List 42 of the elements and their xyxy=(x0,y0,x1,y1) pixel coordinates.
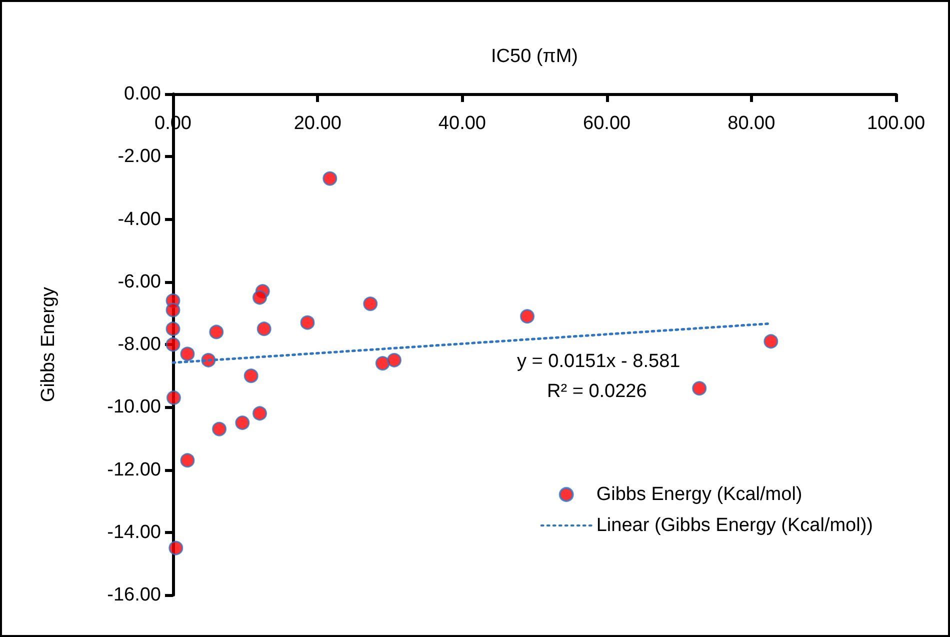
annotation: R² = 0.0226 xyxy=(547,381,647,402)
point xyxy=(168,540,184,556)
legend-label: Gibbs Energy (Kcal/mol) xyxy=(596,484,802,505)
legend-label: Linear (Gibbs Energy (Kcal/mol)) xyxy=(596,515,874,536)
point xyxy=(180,453,195,468)
y-tick-label: -8.00 xyxy=(118,334,161,355)
x-tick-label: 60.00 xyxy=(583,113,631,134)
y-tick-label: -14.00 xyxy=(107,522,161,543)
y-tick-label: -6.00 xyxy=(118,271,161,292)
y-axis-title: Gibbs Energy xyxy=(38,286,59,402)
x-tick-label: 20.00 xyxy=(294,113,342,134)
point xyxy=(244,368,258,384)
point xyxy=(166,390,181,405)
point xyxy=(256,322,272,336)
point xyxy=(692,381,707,396)
y-tick-label: 0.00 xyxy=(124,84,161,104)
x-tick-label: 100.00 xyxy=(866,113,926,134)
point xyxy=(387,352,402,368)
y-tick-label: -2.00 xyxy=(118,146,161,168)
x-tick-label: 80.00 xyxy=(728,113,776,134)
y-tick-label: -4.00 xyxy=(118,208,161,230)
x-tick-label: 40.00 xyxy=(438,113,486,134)
point xyxy=(764,334,778,349)
point xyxy=(375,356,390,371)
point xyxy=(180,346,195,362)
point xyxy=(363,296,378,312)
point xyxy=(166,322,180,336)
point xyxy=(212,422,227,436)
point xyxy=(520,309,535,324)
annotation: y = 0.0151x - 8.581 xyxy=(517,351,680,372)
point xyxy=(252,290,268,305)
point xyxy=(209,324,224,340)
point xyxy=(235,416,250,430)
point xyxy=(166,337,180,352)
point xyxy=(166,302,180,318)
x-axis-title: IC50 (πM) xyxy=(490,46,578,67)
y-tick-label: -16.00 xyxy=(107,584,161,606)
point xyxy=(252,406,268,421)
y-tick-label: -10.00 xyxy=(107,396,161,418)
point xyxy=(322,171,338,186)
point xyxy=(300,315,315,330)
y-tick-label: -12.00 xyxy=(107,459,161,480)
